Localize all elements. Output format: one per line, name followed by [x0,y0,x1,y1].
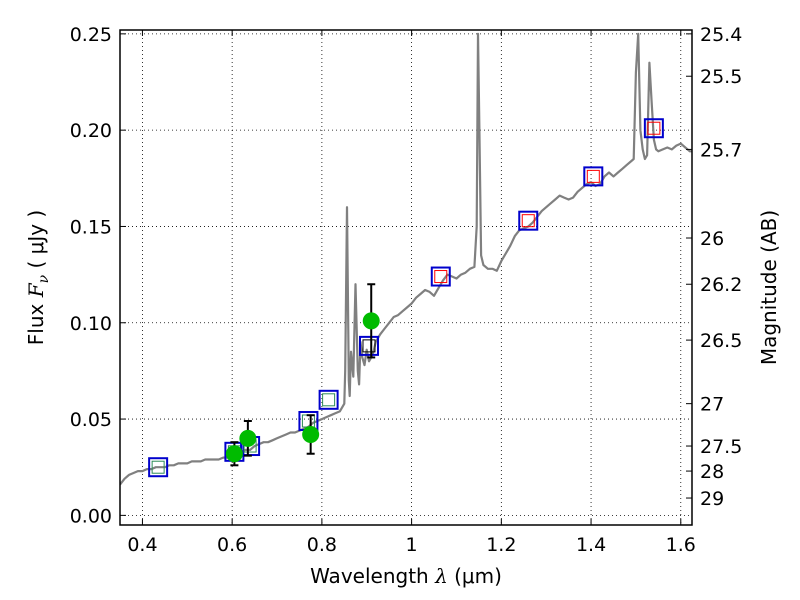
y-tick-label: 0.15 [70,216,112,238]
x-tick-label: 0.4 [127,534,157,556]
x-axis-label: Wavelength λ (μm) [310,564,502,588]
model-box [358,335,379,356]
plot-frame [119,29,693,526]
inner-box [322,393,336,407]
model-box [430,266,451,287]
x-tick-label: 1.6 [666,534,696,556]
x-tick-label: 0.8 [307,534,337,556]
y2-tick-label: 26 [700,228,724,250]
y-tick-label: 0.00 [70,505,112,527]
y2-tick-label: 29 [700,488,724,510]
y-tick-label: 0.25 [70,24,112,46]
y-axis-label: Flux Fν ( μJy ) [24,210,52,345]
observed-point [239,429,257,447]
y2-tick-label: 25.7 [700,139,742,161]
observed-point [225,445,243,463]
inner-box [586,169,600,183]
y2-tick-label: 25.5 [700,66,742,88]
y2-tick-label: 26.2 [700,274,742,296]
model-box [148,457,169,478]
grid-lines [120,30,692,525]
inner-box [362,339,376,353]
x-tick-label: 1.2 [486,534,516,556]
spectrum-series [120,32,692,486]
inner-box [647,121,661,135]
inner-box [301,414,315,428]
y-tick-label: 0.05 [70,409,112,431]
observed-point [302,425,320,443]
photometry-boxes [148,118,664,478]
y2-tick-label: 26.5 [700,330,742,352]
y-tick-label: 0.20 [70,120,112,142]
axis-ticks: 0.4 0.6 0.8 1 1.2 1.4 1.6 0.00 0.05 0.10 0.15 0.20 0… [70,24,743,556]
right-axis-label: Magnitude (AB) [757,210,781,365]
model-box [318,389,339,410]
y-tick-label: 0.10 [70,313,112,335]
y2-tick-label: 27 [700,394,724,416]
x-tick-label: 1.4 [576,534,606,556]
inner-box [151,460,165,474]
x-tick-label: 0.6 [217,534,247,556]
y2-tick-label: 25.4 [700,24,742,46]
model-box [583,166,604,187]
model-box [643,118,664,139]
model-box [518,210,539,231]
x-tick-label: 1 [406,534,418,556]
observed-point [362,312,380,330]
inner-box [521,214,535,228]
observed-points [225,283,380,467]
y2-tick-label: 28 [700,461,724,483]
inner-box [434,270,448,284]
y2-tick-label: 27.5 [700,436,742,458]
spectrum-line [120,32,692,486]
